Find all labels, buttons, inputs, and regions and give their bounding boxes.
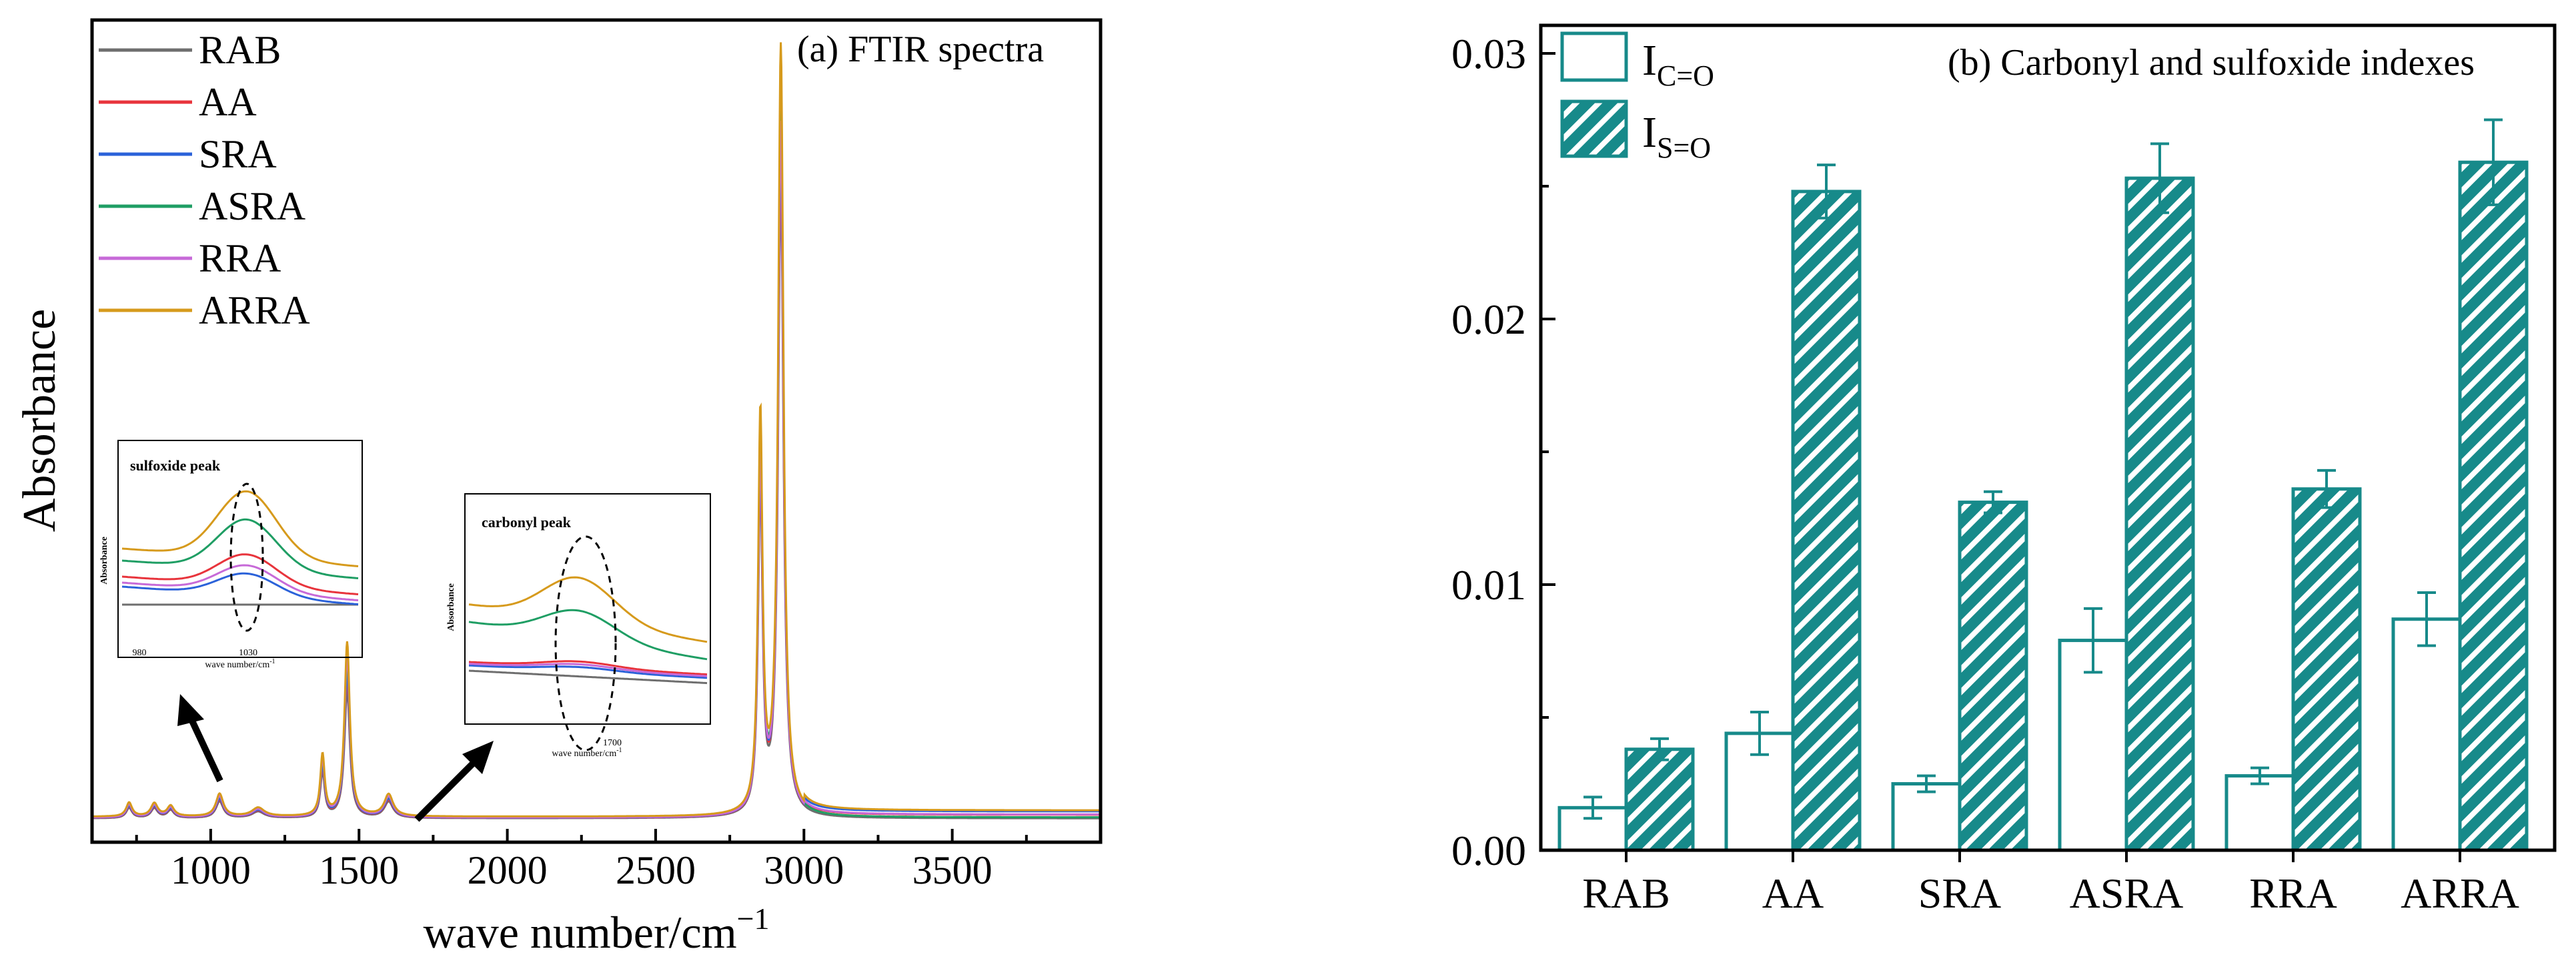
error-bar-arra-s-o [2484, 118, 2503, 206]
sulfoxide-peak-ellipse [229, 482, 264, 632]
ftir-x-tick-label-3500: 3500 [912, 848, 993, 892]
bar-rra-s-o [2291, 487, 2362, 852]
bar-legend: IC=O IS=O [1560, 31, 1714, 164]
bar-title: (b) Carbonyl and sulfoxide indexes [1948, 42, 2475, 83]
legend-label-c-o: IC=O [1642, 36, 1714, 92]
carbonyl-inset-tick-1700: 1700 [603, 738, 622, 748]
carbonyl-inset-frame [464, 493, 711, 725]
ftir-x-tick-label-1000: 1000 [171, 848, 251, 892]
legend-label-aa: AA [199, 80, 257, 124]
legend-swatch-s-o [1560, 99, 1628, 158]
carbonyl-inset-x-label: wave number/cm-1 [552, 747, 622, 759]
bar-x-label-aa: AA [1762, 870, 1824, 917]
sulfoxide-inset-line-aa [121, 553, 359, 595]
sulfoxide-inset-tick-980: 980 [133, 648, 147, 658]
bar-x-axis-labels: RAB AA SRA ASRA RRA ARRA [1582, 850, 2519, 917]
ftir-line-arra [92, 42, 1101, 818]
ftir-x-tick-label-2500: 2500 [616, 848, 696, 892]
legend-label-asra: ASRA [199, 184, 305, 228]
carbonyl-inset-line-arra [468, 576, 708, 643]
index-bars [1557, 118, 2529, 852]
error-bar-rab-s-o [1650, 737, 1669, 761]
legend-label-rab: RAB [199, 28, 281, 72]
bar-arra-c-o [2391, 617, 2462, 852]
ftir-x-axis-ticks: 1000 1500 2000 2500 3000 3500 [135, 829, 1028, 892]
bar-x-label-asra: ASRA [2070, 870, 2184, 917]
sulfoxide-inset-tick-1030: 1030 [239, 648, 257, 658]
ftir-x-tick-label-2000: 2000 [468, 848, 548, 892]
ftir-x-axis-label: wave number/cm−1 [423, 902, 769, 958]
spectra-lines [92, 42, 1101, 820]
error-bar-rra-s-o [2317, 468, 2336, 509]
carbonyl-sulfoxide-panel: 0.00 0.01 0.02 0.03 RAB AA SRA ASRA RRA ARRA (b)… [1451, 23, 2557, 917]
sulfoxide-inset-frame [117, 440, 363, 658]
bar-aa-s-o [1791, 190, 1862, 852]
ftir-y-axis-label: Absorbance [14, 309, 65, 532]
error-bar-sra-c-o [1917, 774, 1936, 793]
legend-label-sra: SRA [199, 132, 277, 176]
error-bar-asra-s-o [2150, 142, 2169, 214]
legend-swatch-c-o [1560, 31, 1628, 82]
sulfoxide-inset-line-sra [121, 572, 359, 605]
ftir-x-tick-label-3000: 3000 [764, 848, 844, 892]
legend-label-rra: RRA [199, 236, 281, 280]
bar-x-label-rab: RAB [1582, 870, 1670, 917]
bar-rra-c-o [2224, 774, 2295, 852]
inset-arrows [177, 694, 494, 822]
legend-label-s-o: IS=O [1642, 108, 1711, 164]
bar-x-label-sra: SRA [1918, 870, 2002, 917]
sulfoxide-inset-lines [121, 490, 359, 606]
error-bar-sra-s-o [1984, 490, 2002, 515]
ftir-plot-frame [90, 18, 1103, 844]
bar-y-tick-label: 0.00 [1451, 827, 1526, 874]
carbonyl-inset-line-asra [468, 609, 708, 661]
carbonyl-inset-line-rra [468, 663, 708, 677]
error-bar-rra-c-o [2250, 766, 2269, 785]
arrow-to-sulfoxide-inset [188, 717, 223, 783]
error-bar-arra-c-o [2417, 591, 2436, 647]
sulfoxide-inset-x-label: wave number/cm-1 [205, 658, 275, 670]
bar-arra-s-o [2458, 160, 2529, 852]
carbonyl-inset: carbonyl peak Absorbance 1700 wave numbe… [446, 493, 711, 759]
carbonyl-peak-ellipse [554, 535, 617, 751]
arrow-to-carbonyl-inset [414, 758, 478, 822]
sulfoxide-inset: sulfoxide peak Absorbance 980 1030 wave … [99, 440, 363, 670]
carbonyl-inset-line-sra [468, 664, 708, 679]
bar-rab-s-o [1624, 747, 1695, 852]
carbonyl-inset-line-aa [468, 660, 708, 676]
bar-plot-frame [1539, 23, 2557, 852]
carbonyl-inset-line-rab [468, 669, 708, 685]
sulfoxide-inset-line-rra [121, 564, 359, 601]
bar-x-label-rra: RRA [2249, 870, 2337, 917]
ftir-x-tick-label-1500: 1500 [319, 848, 399, 892]
arrow-head-carbonyl [462, 741, 494, 774]
error-bar-aa-s-o [1817, 164, 1836, 220]
bar-asra-s-o [2124, 176, 2195, 852]
ftir-title: (a) FTIR spectra [797, 29, 1044, 70]
error-bar-rab-c-o [1583, 795, 1602, 820]
sulfoxide-inset-line-asra [121, 518, 359, 579]
legend-label-arra: ARRA [199, 288, 310, 332]
carbonyl-inset-lines [468, 576, 708, 685]
carbonyl-inset-y-label: Absorbance [446, 583, 456, 631]
error-bar-aa-c-o [1750, 711, 1769, 756]
bar-y-axis-ticks: 0.00 0.01 0.02 0.03 [1451, 30, 1555, 874]
ftir-spectra-panel: 1000 1500 2000 2500 3000 3500 (a) FTIR spectr… [14, 18, 1103, 958]
ftir-legend: RAB AA SRA ASRA RRA ARRA [99, 28, 310, 332]
sulfoxide-inset-y-label: Absorbance [99, 537, 109, 585]
carbonyl-inset-label: carbonyl peak [482, 514, 572, 531]
bar-sra-s-o [1958, 501, 2028, 852]
bar-sra-c-o [1891, 782, 1962, 852]
error-bar-asra-c-o [2084, 607, 2102, 674]
bar-y-tick-label: 0.01 [1451, 561, 1526, 609]
arrow-head-sulfoxide [177, 694, 204, 726]
sulfoxide-inset-label: sulfoxide peak [130, 457, 221, 474]
bar-x-label-arra: ARRA [2401, 870, 2519, 917]
bar-y-tick-label: 0.03 [1451, 30, 1526, 77]
bar-y-tick-label: 0.02 [1451, 296, 1526, 343]
